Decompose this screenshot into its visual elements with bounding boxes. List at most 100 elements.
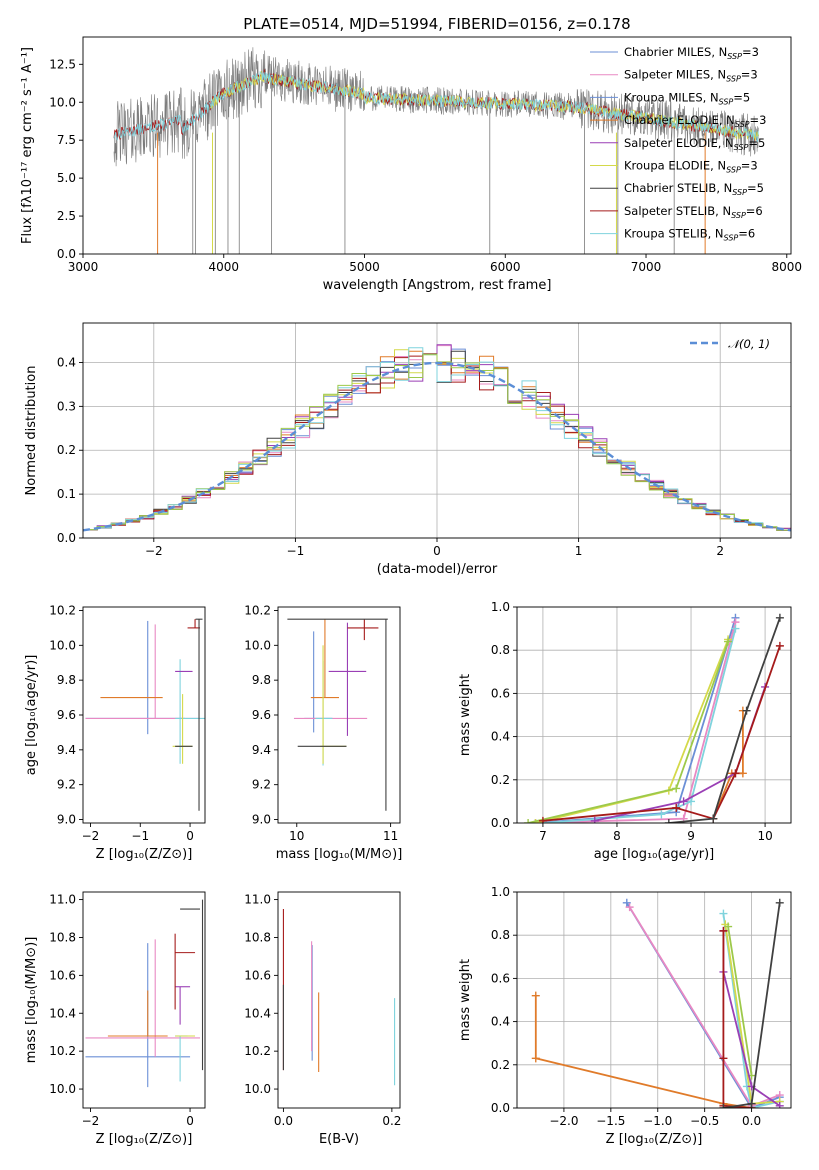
axes-frame: −2 −1 0 9.0 9.2 9.4 9.6 9.8 10.0 10.2 Z [log₁₀(Z/Z… (24, 603, 206, 862)
error-bar-point (347, 619, 379, 641)
y-tick-label: 0.1 (57, 487, 76, 501)
legend-entry-count: =6 (746, 204, 763, 218)
axes-frame: 7 8 9 10 0.0 0.2 0.4 0.6 0.8 1.0 age [log₁₀(age/yr… (458, 600, 792, 862)
legend-entry-name: Kroupa ELODIE, N (624, 159, 726, 173)
x-axis-label: mass [log₁₀(M/M⊙)] (276, 847, 403, 862)
axes-border (82, 36, 792, 255)
axes-frame: 0.0 0.2 10.0 10.2 10.4 10.6 10.8 11.0 E(B-V) (244, 891, 401, 1147)
x-tick-label: 3000 (68, 260, 99, 274)
x-tick-label: −0.5 (690, 1114, 719, 1128)
y-tick-label: 1.0 (491, 885, 510, 899)
weight-marker (590, 816, 599, 823)
y-axis-label: Normed distribution (24, 366, 39, 496)
weight-marker (672, 803, 681, 812)
y-axis-label: mass weight (458, 674, 473, 756)
legend-entry-subscript: SSP (726, 166, 741, 175)
x-tick-label: −2.0 (549, 1114, 578, 1128)
y-tick-label: 5.0 (57, 171, 76, 185)
weight-marker (664, 819, 673, 823)
weight-series (524, 637, 733, 823)
y-tick-label: 2.5 (57, 209, 76, 223)
x-tick-label: 1 (575, 544, 583, 558)
y-tick-label: 0.0 (57, 531, 76, 545)
weight-line (722, 913, 780, 1108)
legend-entry-subscript: SSP (735, 120, 750, 129)
x-axis-label: Z [log₁₀(Z/Z⊙)] (96, 1132, 193, 1147)
y-axis-label: mass weight (458, 959, 473, 1041)
axes-frame: 10 11 9.0 9.2 9.4 9.6 9.8 10.0 10.2 mass [log₁₀(M… (244, 603, 402, 862)
legend-entry-name: Chabrier STELIB, N (624, 181, 732, 195)
mass-vs-extinction-panel: 0.0 0.2 10.0 10.2 10.4 10.6 10.8 11.0 E(B-V) (244, 891, 401, 1147)
legend-entry-subscript: SSP (727, 52, 742, 61)
weight-marker (724, 637, 733, 646)
y-tick-label: 9.0 (57, 813, 76, 827)
x-tick-label: 0 (186, 1114, 194, 1128)
x-axis-label: age [log₁₀(age/yr)] (594, 847, 715, 862)
weight-marker (724, 922, 733, 931)
weight-marker (672, 784, 681, 793)
y-tick-label: 0.6 (491, 971, 510, 985)
x-tick-label: 0.2 (382, 1114, 401, 1128)
legend-entry-subscript: SSP (732, 188, 747, 197)
legend-entry-subscript: SSP (724, 234, 739, 243)
y-tick-label: 0.8 (491, 928, 510, 942)
y-tick-label: 10.4 (49, 1006, 76, 1020)
weight-marker (738, 769, 747, 778)
legend-entry-name: Kroupa MILES, N (624, 90, 719, 104)
legend-entry: Salpeter MILES, NSSP=3 (624, 68, 758, 84)
weight-marker (731, 624, 740, 633)
axes-border (516, 606, 792, 824)
y-tick-label: 10.8 (244, 930, 271, 944)
y-tick-label: 10.2 (49, 1044, 76, 1058)
error-bar-point (287, 618, 388, 811)
age-vs-metallicity-panel: −2 −1 0 9.0 9.2 9.4 9.6 9.8 10.0 10.2 Z [log₁₀(Z/Z… (24, 603, 206, 862)
weight-series (664, 613, 784, 823)
mass-vs-metallicity-panel: −2 0 10.0 10.2 10.4 10.6 10.8 11.0 Z [log₁₀(Z/Z⊙… (24, 891, 206, 1147)
legend-entry-name: Salpeter MILES, N (624, 68, 726, 82)
legend-entry-name: Chabrier ELODIE, N (624, 113, 735, 127)
x-tick-label: −1 (287, 544, 305, 558)
weight-marker (687, 797, 696, 806)
model-spectrum (113, 70, 759, 142)
weight-marker (524, 819, 533, 823)
error-bar-point (175, 986, 191, 1025)
y-axis-label: Flux [fλ10⁻¹⁷ erg cm⁻² s⁻¹ A⁻¹] (20, 47, 35, 244)
weight-marker (622, 898, 631, 907)
spectrum-title: PLATE=0514, MJD=51994, FIBERID=0156, z=0… (243, 15, 630, 33)
y-tick-label: 9.4 (57, 743, 76, 757)
age-vs-mass-panel: 10 11 9.0 9.2 9.4 9.6 9.8 10.0 10.2 mass [log₁₀(M… (244, 603, 402, 862)
x-axis-label: E(B-V) (319, 1132, 359, 1147)
y-tick-label: 10.8 (49, 930, 76, 944)
y-tick-label: 0.4 (491, 1015, 510, 1029)
x-axis-label: Z [log₁₀(Z/Z⊙)] (96, 847, 193, 862)
legend-entry-count: =5 (748, 136, 765, 150)
x-tick-label: 0.0 (274, 1114, 293, 1128)
y-tick-label: 0.2 (491, 773, 510, 787)
y-tick-label: 0.0 (491, 1101, 510, 1115)
x-tick-label: 10 (289, 829, 304, 843)
error-bar-point (187, 619, 201, 629)
weight-marker (719, 1104, 728, 1108)
legend-entry: Salpeter STELIB, NSSP=6 (624, 204, 763, 220)
axes-frame: 3000 4000 5000 6000 7000 8000 0.0 2.5 5.0 7.5 10.0… (20, 36, 803, 293)
x-tick-label: 8000 (772, 260, 803, 274)
legend-entry-subscript: SSP (731, 211, 746, 220)
y-tick-label: 10.2 (244, 603, 271, 617)
weight-marker (531, 991, 540, 1000)
weight-marker (719, 1054, 728, 1063)
legend-entry-name: Salpeter ELODIE, N (624, 136, 734, 150)
weight-marker (709, 814, 718, 823)
y-tick-label: 0.2 (491, 1058, 510, 1072)
y-tick-label: 10.0 (49, 95, 76, 109)
legend-entry: Salpeter ELODIE, NSSP=5 (624, 136, 765, 152)
x-tick-label: −2 (82, 829, 100, 843)
legend-entry-subscript: SSP (719, 97, 734, 106)
x-tick-label: −1 (131, 829, 149, 843)
mass-weight-vs-age-panel: 7 8 9 10 0.0 0.2 0.4 0.6 0.8 1.0 age [log₁₀(age/yr… (458, 600, 792, 862)
legend-entry: Chabrier STELIB, NSSP=5 (624, 181, 764, 197)
y-tick-label: 10.2 (244, 1044, 271, 1058)
y-axis-label: age [log₁₀(age/yr)] (24, 655, 39, 776)
